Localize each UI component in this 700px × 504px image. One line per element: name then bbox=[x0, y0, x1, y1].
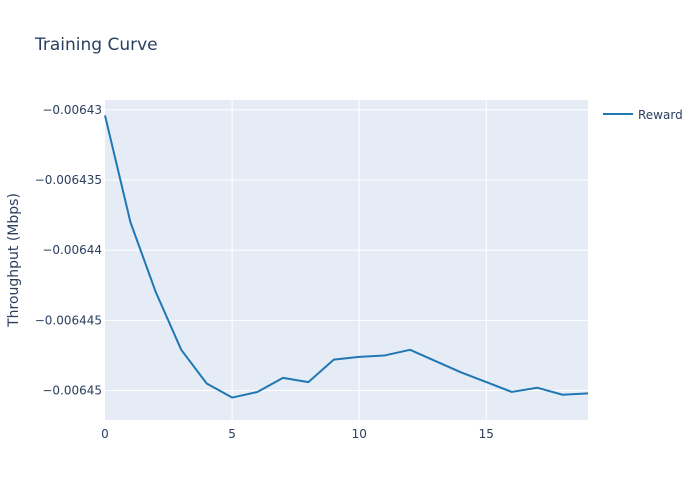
series-layer bbox=[104, 115, 589, 399]
x-tick-labels: 0 5 10 15 bbox=[101, 427, 494, 441]
chart-title: Training Curve bbox=[34, 35, 158, 55]
y-axis-title: Throughput (Mbps) bbox=[6, 193, 22, 328]
legend-label-reward: Reward bbox=[638, 108, 683, 122]
plot-area bbox=[105, 100, 588, 420]
y-tick-label: −0.00643 bbox=[42, 103, 102, 117]
y-tick-labels: −0.00643 −0.006435 −0.00644 −0.006445 −0.006… bbox=[35, 103, 102, 398]
series-line-reward bbox=[104, 115, 589, 399]
x-tick-label: 10 bbox=[352, 427, 367, 441]
x-tick-label: 5 bbox=[228, 427, 236, 441]
y-tick-label: −0.006435 bbox=[35, 173, 102, 187]
x-tick-label: 15 bbox=[479, 427, 494, 441]
x-tick-label: 0 bbox=[101, 427, 109, 441]
y-tick-label: −0.00645 bbox=[42, 384, 102, 398]
y-gridlines bbox=[105, 109, 588, 392]
y-tick-label: −0.00644 bbox=[42, 243, 102, 257]
x-gridlines bbox=[231, 100, 487, 420]
legend[interactable]: Reward bbox=[603, 108, 683, 122]
y-tick-label: −0.006445 bbox=[35, 313, 102, 327]
